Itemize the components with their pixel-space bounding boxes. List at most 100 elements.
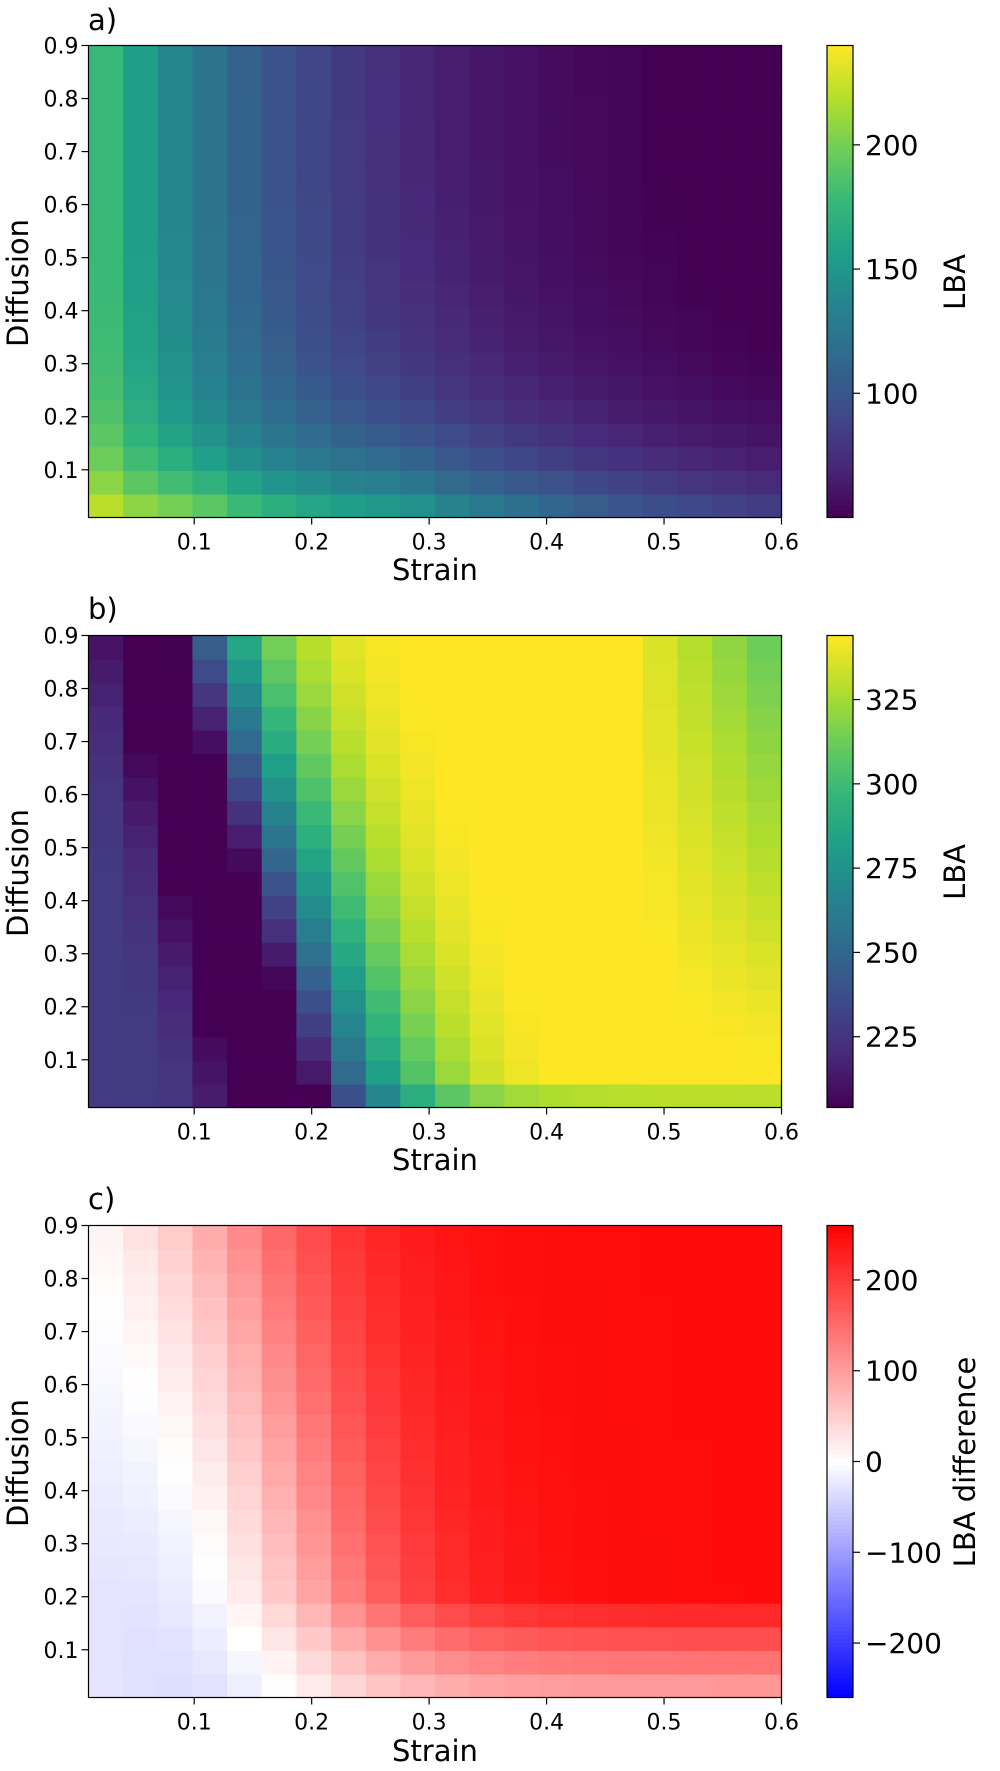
heatmap-cell bbox=[261, 1414, 297, 1439]
colorbar-segment bbox=[827, 478, 853, 483]
y-tick-label: 0.3 bbox=[44, 1533, 79, 1558]
heatmap-cell bbox=[331, 1225, 367, 1250]
heatmap-cell bbox=[331, 399, 367, 424]
heatmap-cell bbox=[157, 1060, 194, 1085]
heatmap-cell bbox=[88, 1319, 124, 1345]
heatmap-cell bbox=[227, 989, 263, 1014]
heatmap-cell bbox=[88, 139, 124, 165]
y-axis-label-a: Diffusion bbox=[1, 219, 35, 347]
heatmap-cell bbox=[192, 895, 228, 920]
axes-a: 0.1 0.2 0.3 0.4 0.5 0.60.10.20.30.40.50.60.70… bbox=[44, 35, 800, 556]
heatmap-cell bbox=[469, 210, 505, 235]
heatmap-cell bbox=[435, 871, 471, 896]
heatmap-cell bbox=[261, 1272, 297, 1297]
heatmap-cell bbox=[712, 1437, 748, 1463]
heatmap-cell bbox=[538, 824, 575, 849]
colorbar-segment bbox=[827, 352, 853, 357]
heatmap-cell bbox=[469, 1390, 505, 1415]
heatmap-cell bbox=[712, 1414, 748, 1439]
heatmap-cell bbox=[712, 116, 748, 141]
heatmap-cell bbox=[642, 92, 679, 117]
colorbar-tick-label: 100 bbox=[865, 377, 918, 410]
heatmap-cell bbox=[261, 470, 297, 495]
heatmap-cell bbox=[712, 800, 748, 825]
colorbar-segment bbox=[827, 836, 853, 841]
colorbar-segment bbox=[827, 238, 853, 243]
colorbar-segment bbox=[827, 84, 853, 90]
heatmap-cell bbox=[573, 635, 609, 660]
heatmap-cell bbox=[400, 1272, 436, 1297]
plot-frame-b bbox=[87, 634, 783, 1109]
heatmap-cell bbox=[677, 1296, 713, 1321]
heatmap-cell bbox=[157, 92, 194, 117]
heatmap-cell bbox=[538, 1485, 575, 1510]
heatmap-cell bbox=[192, 328, 228, 353]
colorbar-segment bbox=[827, 442, 853, 448]
colorbar-segment bbox=[827, 214, 853, 220]
heatmap-cell bbox=[504, 729, 540, 755]
heatmap-cell bbox=[192, 1013, 228, 1038]
colorbar-tick-label: 225 bbox=[865, 1021, 918, 1054]
heatmap-cell bbox=[400, 1390, 436, 1415]
heatmap-cell bbox=[192, 1249, 228, 1274]
heatmap-cell bbox=[123, 1343, 159, 1368]
heatmap-cell bbox=[227, 1343, 263, 1368]
heatmap-cell bbox=[331, 45, 367, 70]
heatmap-cell bbox=[469, 1485, 505, 1510]
heatmap-cell bbox=[538, 1603, 575, 1628]
y-tick-label: 0.8 bbox=[44, 678, 79, 703]
heatmap-cell bbox=[642, 1555, 679, 1581]
colorbar-segment bbox=[827, 1603, 853, 1608]
heatmap-cell bbox=[296, 1673, 332, 1699]
heatmap-cell bbox=[573, 965, 609, 991]
heatmap-cell bbox=[227, 1390, 263, 1415]
heatmap-cell bbox=[712, 918, 748, 943]
heatmap-cell bbox=[157, 895, 194, 920]
heatmap-cell bbox=[504, 1579, 540, 1604]
heatmap-cell bbox=[677, 210, 713, 235]
heatmap-cell bbox=[608, 187, 644, 212]
heatmap-cell bbox=[331, 1508, 367, 1533]
heatmap-cell bbox=[296, 446, 332, 471]
colorbar-segment bbox=[827, 104, 853, 109]
colorbar-segment bbox=[827, 61, 853, 66]
heatmap-cell bbox=[538, 328, 575, 353]
heatmap-cell bbox=[400, 210, 436, 235]
heatmap-cell bbox=[677, 682, 713, 707]
colorbar-segment bbox=[827, 659, 853, 664]
heatmap-cell bbox=[712, 1579, 748, 1604]
heatmap-cell bbox=[400, 706, 436, 731]
heatmap-cell bbox=[608, 45, 644, 70]
heatmap-cell bbox=[400, 1532, 436, 1557]
heatmap-cell bbox=[400, 1555, 436, 1581]
heatmap-cell bbox=[261, 1461, 297, 1486]
heatmap-cell bbox=[746, 163, 783, 188]
heatmap-cell bbox=[677, 1249, 713, 1274]
colorbar-segment bbox=[827, 1056, 853, 1061]
heatmap-cell bbox=[435, 1013, 471, 1038]
heatmap-cell bbox=[538, 1343, 575, 1368]
heatmap-cell bbox=[88, 659, 124, 684]
heatmap-cell bbox=[192, 1532, 228, 1557]
heatmap-cell bbox=[365, 234, 401, 259]
heatmap-cell bbox=[573, 1249, 609, 1274]
heatmap-cell bbox=[642, 1485, 679, 1510]
heatmap-cell bbox=[677, 1367, 713, 1392]
heatmap-cell bbox=[435, 1461, 471, 1486]
heatmap-cell bbox=[365, 210, 401, 235]
colorbar-segment bbox=[827, 1260, 853, 1266]
heatmap-cell bbox=[712, 753, 748, 778]
heatmap-cell bbox=[538, 69, 575, 94]
heatmap-cell bbox=[538, 965, 575, 991]
heatmap-cell bbox=[192, 871, 228, 896]
heatmap-cell bbox=[192, 659, 228, 684]
heatmap-cell bbox=[400, 1579, 436, 1604]
heatmap-cell bbox=[365, 824, 401, 849]
heatmap-cell bbox=[227, 69, 263, 94]
heatmap-cell bbox=[123, 1249, 159, 1274]
heatmap-cell bbox=[608, 1626, 644, 1651]
heatmap-cell bbox=[642, 1367, 679, 1392]
heatmap-cell bbox=[331, 423, 367, 448]
colorbar-segment bbox=[827, 1689, 853, 1695]
heatmap-cell bbox=[157, 706, 194, 731]
